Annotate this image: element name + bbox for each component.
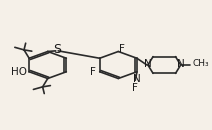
Text: F: F xyxy=(119,44,125,54)
Text: N: N xyxy=(177,59,184,69)
Text: CH₃: CH₃ xyxy=(192,59,209,69)
Text: S: S xyxy=(53,43,61,56)
Text: N: N xyxy=(133,74,141,84)
Text: F: F xyxy=(132,83,138,93)
Text: HO: HO xyxy=(11,67,27,77)
Text: N: N xyxy=(144,59,152,69)
Text: F: F xyxy=(90,67,96,77)
